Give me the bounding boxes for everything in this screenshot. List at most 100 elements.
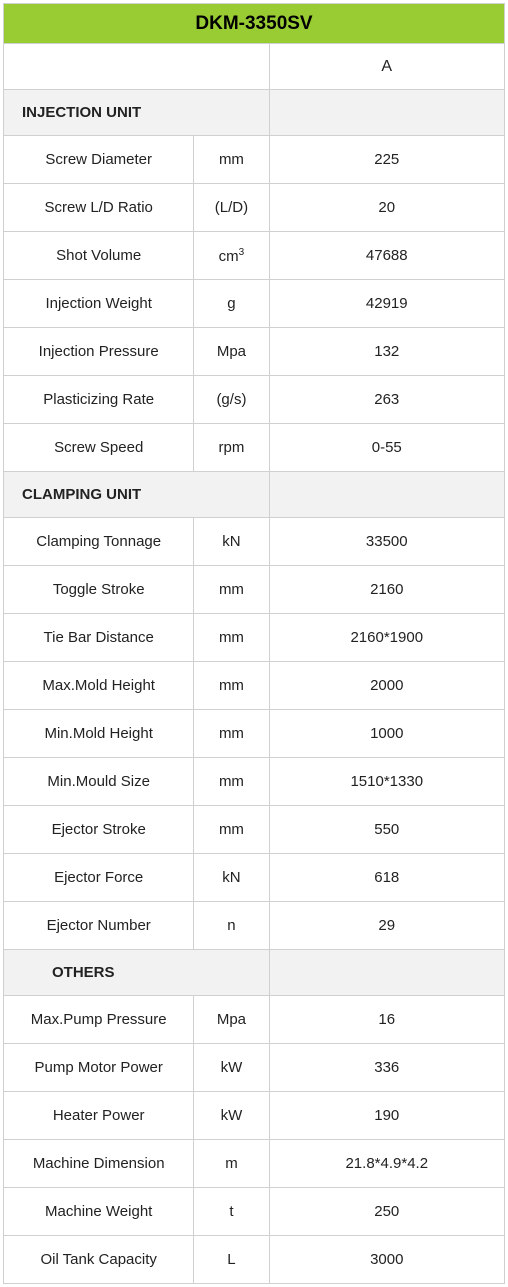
spec-value: 550 [269, 806, 504, 854]
spec-unit: kW [194, 1092, 269, 1140]
spec-unit: Mpa [194, 328, 269, 376]
spec-unit: mm [194, 136, 269, 184]
spec-unit: mm [194, 566, 269, 614]
spec-label: Ejector Stroke [4, 806, 194, 854]
spec-unit: t [194, 1188, 269, 1236]
spec-value: 47688 [269, 232, 504, 280]
spec-label: Max.Mold Height [4, 662, 194, 710]
spec-row: Tie Bar Distancemm2160*1900 [4, 614, 505, 662]
spec-unit: mm [194, 614, 269, 662]
spec-label: Screw Speed [4, 424, 194, 472]
spec-value: 16 [269, 996, 504, 1044]
spec-label: Min.Mold Height [4, 710, 194, 758]
spec-row: Plasticizing Rate(g/s)263 [4, 376, 505, 424]
spec-value: 0-55 [269, 424, 504, 472]
spec-value: 1510*1330 [269, 758, 504, 806]
spec-label: Screw Diameter [4, 136, 194, 184]
spec-row: Pump Motor PowerkW336 [4, 1044, 505, 1092]
spec-row: Max.Mold Heightmm2000 [4, 662, 505, 710]
spec-label: Machine Weight [4, 1188, 194, 1236]
spec-label: Screw L/D Ratio [4, 184, 194, 232]
spec-row: Screw Speedrpm0-55 [4, 424, 505, 472]
spec-unit: mm [194, 758, 269, 806]
spec-label: Tie Bar Distance [4, 614, 194, 662]
spec-value: 20 [269, 184, 504, 232]
spec-row: Shot Volumecm347688 [4, 232, 505, 280]
spec-label: Max.Pump Pressure [4, 996, 194, 1044]
spec-row: Machine Dimensionm21.8*4.9*4.2 [4, 1140, 505, 1188]
spec-value: 42919 [269, 280, 504, 328]
spec-label: Ejector Number [4, 902, 194, 950]
spec-row: Ejector ForcekN618 [4, 854, 505, 902]
spec-unit: Mpa [194, 996, 269, 1044]
section-header: CLAMPING UNIT [4, 472, 505, 518]
spec-row: Min.Mold Heightmm1000 [4, 710, 505, 758]
spec-unit: kW [194, 1044, 269, 1092]
spec-label: Shot Volume [4, 232, 194, 280]
spec-unit: (L/D) [194, 184, 269, 232]
spec-value: 3000 [269, 1236, 504, 1284]
blank-cell [4, 44, 270, 90]
spec-row: Clamping TonnagekN33500 [4, 518, 505, 566]
spec-row: Machine Weightt250 [4, 1188, 505, 1236]
spec-unit: rpm [194, 424, 269, 472]
spec-unit: kN [194, 854, 269, 902]
spec-row: Screw L/D Ratio(L/D)20 [4, 184, 505, 232]
spec-label: Heater Power [4, 1092, 194, 1140]
spec-row: Screw Diametermm225 [4, 136, 505, 184]
spec-value: 132 [269, 328, 504, 376]
spec-row: Ejector Numbern29 [4, 902, 505, 950]
spec-value: 250 [269, 1188, 504, 1236]
spec-unit: mm [194, 710, 269, 758]
spec-unit: kN [194, 518, 269, 566]
spec-value: 190 [269, 1092, 504, 1140]
section-blank [269, 472, 504, 518]
spec-value: 336 [269, 1044, 504, 1092]
spec-label: Oil Tank Capacity [4, 1236, 194, 1284]
section-title: OTHERS [4, 950, 270, 996]
section-blank [269, 950, 504, 996]
spec-row: Min.Mould Sizemm1510*1330 [4, 758, 505, 806]
spec-unit: m [194, 1140, 269, 1188]
spec-label: Pump Motor Power [4, 1044, 194, 1092]
table-title: DKM-3350SV [4, 4, 505, 44]
spec-row: Toggle Strokemm2160 [4, 566, 505, 614]
column-header-row: A [4, 44, 505, 90]
spec-unit: cm3 [194, 232, 269, 280]
spec-table: DKM-3350SVAINJECTION UNITScrew Diameterm… [3, 3, 505, 1284]
spec-unit: (g/s) [194, 376, 269, 424]
spec-label: Min.Mould Size [4, 758, 194, 806]
spec-label: Toggle Stroke [4, 566, 194, 614]
spec-row: Injection PressureMpa132 [4, 328, 505, 376]
section-header: INJECTION UNIT [4, 90, 505, 136]
spec-unit: n [194, 902, 269, 950]
section-title: CLAMPING UNIT [4, 472, 270, 518]
spec-label: Injection Pressure [4, 328, 194, 376]
spec-unit: L [194, 1236, 269, 1284]
column-header: A [269, 44, 504, 90]
section-title: INJECTION UNIT [4, 90, 270, 136]
title-row: DKM-3350SV [4, 4, 505, 44]
spec-row: Max.Pump PressureMpa16 [4, 996, 505, 1044]
spec-label: Clamping Tonnage [4, 518, 194, 566]
spec-unit: g [194, 280, 269, 328]
spec-value: 33500 [269, 518, 504, 566]
spec-unit: mm [194, 806, 269, 854]
spec-unit: mm [194, 662, 269, 710]
spec-value: 263 [269, 376, 504, 424]
spec-label: Plasticizing Rate [4, 376, 194, 424]
spec-label: Machine Dimension [4, 1140, 194, 1188]
spec-label: Injection Weight [4, 280, 194, 328]
spec-value: 29 [269, 902, 504, 950]
spec-value: 2000 [269, 662, 504, 710]
spec-value: 21.8*4.9*4.2 [269, 1140, 504, 1188]
spec-value: 618 [269, 854, 504, 902]
spec-row: Heater PowerkW190 [4, 1092, 505, 1140]
section-header: OTHERS [4, 950, 505, 996]
spec-value: 225 [269, 136, 504, 184]
spec-value: 2160*1900 [269, 614, 504, 662]
spec-label: Ejector Force [4, 854, 194, 902]
section-blank [269, 90, 504, 136]
spec-value: 1000 [269, 710, 504, 758]
spec-row: Ejector Strokemm550 [4, 806, 505, 854]
